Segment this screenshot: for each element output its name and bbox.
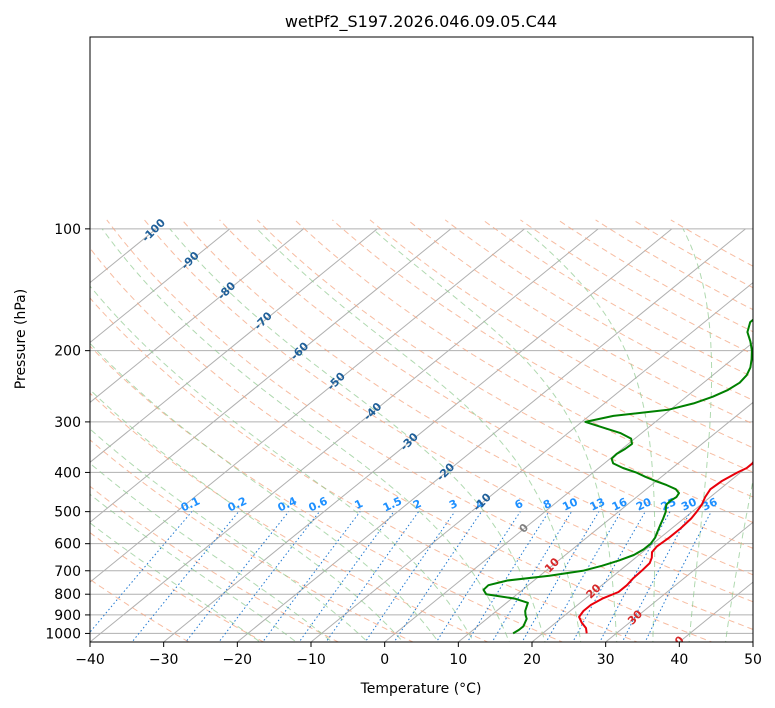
x-tick-label: 10 [449,652,467,668]
y-tick-label: 800 [54,587,81,603]
dry-adiabat-line [219,219,753,549]
y-tick-label: 500 [54,505,81,521]
y-tick-label: 200 [54,344,81,360]
y-tick-label: 400 [54,465,81,481]
mixing-ratio-label: 16 [610,495,630,513]
dry-adiabat-line [90,345,564,642]
mixing-ratio-line [262,511,361,642]
sounding-series [482,318,753,635]
x-tick-label: −30 [149,652,179,668]
dry-adiabat-line [106,219,753,630]
x-tick-label: −40 [75,652,105,668]
dry-adiabat-line [294,219,753,498]
isotherm-gridline [90,228,599,642]
mixing-ratio-label: 30 [679,495,699,513]
y-tick-label: 300 [54,415,81,431]
isotherm-label: 40 [667,633,687,653]
isotherm-gridline [458,401,753,642]
x-tick-label: 0 [380,652,389,668]
dry-adiabat-line [90,439,415,642]
mixing-ratio-line [621,511,691,642]
y-tick-label: 1000 [45,626,81,642]
temperature-profile-line [578,460,753,634]
mixing-ratio-line [466,511,550,642]
x-tick-label: 30 [597,652,615,668]
isotherm-gridline [90,228,304,404]
plot-area: 0.1 0.2 0.4 0.6 1 1.5 2 3 4 6 8 10 13 16 20 25 30 36-100-… [90,216,753,653]
mixing-ratio-line [131,511,240,642]
mixing-ratio-line [90,511,193,633]
mixing-ratio-line [393,511,482,642]
mixing-ratio-lines [90,511,712,642]
mixing-ratio-line [521,511,600,642]
moist-adiabats [90,228,753,642]
dry-adiabat-line [181,219,753,576]
isotherm-gridline [90,228,452,523]
dewpoint-profile-line [482,318,753,635]
dry-adiabats [90,219,753,642]
isotherm-gridline [237,228,746,642]
moist-adiabat-line [169,228,546,642]
isotherm-gridline [310,282,753,642]
dry-adiabat-line [90,392,489,642]
dry-adiabat-line [90,532,265,642]
x-tick-label: 50 [744,652,762,668]
mixing-ratio-line [218,511,320,642]
x-tick-label: −20 [223,652,253,668]
dry-adiabat-line [332,219,753,473]
mixing-ratio-line [298,511,395,642]
dry-adiabat-line [90,485,340,642]
dry-adiabat-line [90,247,714,642]
isotherm-gridline [90,228,378,463]
moist-adiabat-line [90,389,404,642]
mixing-ratio-label: 13 [588,495,607,513]
moist-adiabat-line [90,285,475,642]
isotherm-gridline [90,228,525,583]
moist-adiabat-line [101,228,510,642]
y-axis-label: Pressure (hPa) [13,289,29,389]
moist-adiabat-line [90,342,440,642]
moist-adiabat-line [90,493,298,642]
axes: −40 −30 −20 −10 0 10 20 30 40 50 100 200 300 400 500 60… [45,222,762,668]
plot-frame [89,36,754,643]
dry-adiabat-line [407,219,753,425]
x-tick-label: 40 [670,652,688,668]
y-tick-label: 900 [54,608,81,624]
mixing-ratio-label: 10 [560,495,580,513]
y-tick-label: 100 [54,222,81,238]
moist-adiabat-line [90,462,333,642]
x-tick-label: −10 [296,652,326,668]
mixing-ratio-line [435,511,521,642]
moist-adiabat-line [90,428,369,642]
y-tick-label: 700 [54,564,81,580]
isotherm-gridline [384,341,753,642]
chart-title: wetPf2_S197.2026.046.09.05.C44 [285,12,557,32]
moist-adiabat-line [256,228,582,642]
mixing-ratio-line [185,511,290,642]
isotherm-gridline [90,228,231,344]
isotherm-gridline [531,461,753,642]
isotherm-gridline [163,228,673,642]
y-tick-label: 600 [54,537,81,553]
mixing-ratio-line [644,511,712,642]
mixing-ratio-label: 20 [634,495,654,513]
grid-layer [90,228,753,642]
moist-adiabat-line [90,522,262,642]
x-axis-label: Temperature (°C) [360,681,482,697]
isotherm-gridline [605,521,753,642]
x-tick-label: 20 [523,652,541,668]
